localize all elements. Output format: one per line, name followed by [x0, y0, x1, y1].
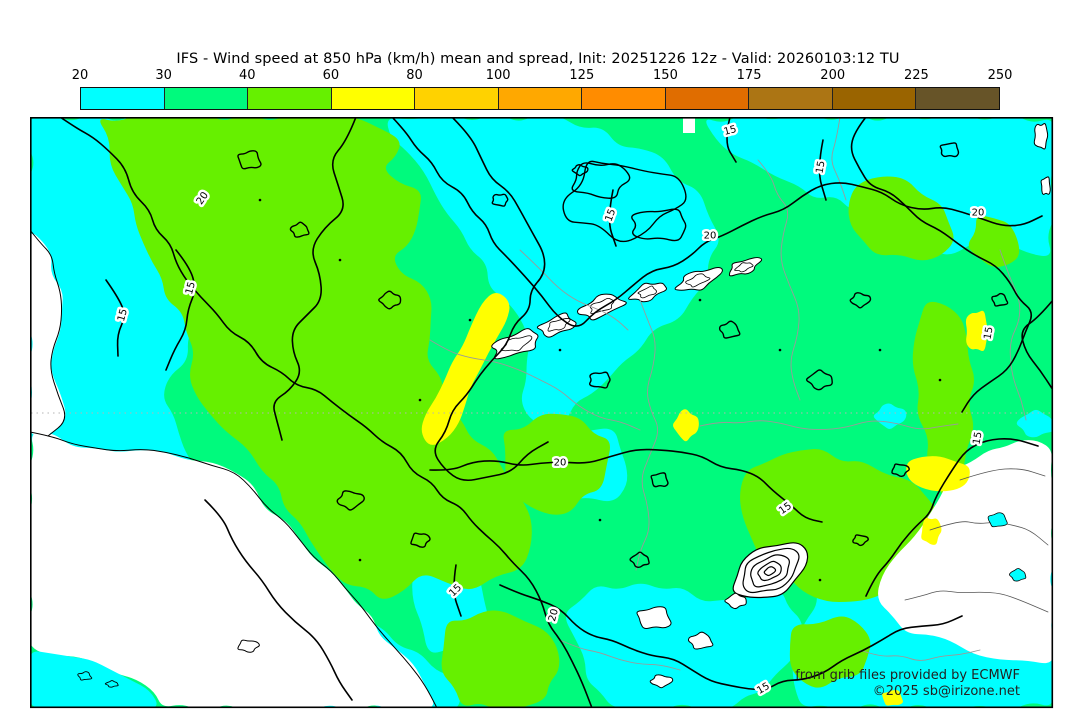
white-contour-clusters [237, 117, 1051, 689]
colorbar-segment [248, 88, 332, 109]
colorbar-tick-label: 80 [406, 68, 423, 83]
map-border [29, 117, 1054, 709]
colorbar-segment [665, 88, 750, 109]
colorbar-tick-label: 100 [485, 68, 511, 83]
contour-label: 15 [982, 326, 995, 340]
colorbar [80, 87, 1000, 110]
page-title: IFS - Wind speed at 850 hPa (km/h) mean … [176, 51, 900, 67]
white-low-regions [30, 233, 1053, 708]
fill-yellow-regions [421, 293, 988, 706]
country-borders [429, 117, 1027, 671]
map-attribution: from grib files provided by ECMWF ©2025 … [795, 668, 1020, 699]
colorbar-tick-label: 30 [155, 68, 172, 83]
spread-contours [59, 117, 1053, 708]
colorbar-tick-label: 150 [653, 68, 678, 83]
colorbar-segment [582, 88, 666, 109]
colorbar-tick-label: 125 [569, 68, 595, 83]
colorbar-segment [164, 88, 249, 109]
attribution-source: from grib files provided by ECMWF [795, 668, 1020, 683]
colorbar-segment [415, 88, 499, 109]
colorbar-tick-label: 60 [322, 68, 340, 83]
contour-label: 15 [814, 160, 827, 174]
contour-label: 15 [971, 431, 984, 445]
colorbar-segment [498, 88, 583, 109]
colorbar-segment [916, 88, 1000, 109]
colorbar-tick-label: 250 [987, 68, 1013, 83]
contour-label: 20 [554, 458, 567, 469]
colorbar-tick-label: 40 [238, 68, 256, 83]
colorbar-segment [331, 88, 416, 109]
colorbar-segment [81, 88, 165, 109]
coastlines [30, 229, 438, 708]
colorbar-tick-label: 225 [903, 68, 929, 83]
colorbar-segment [832, 88, 917, 109]
contour-label: 20 [972, 208, 985, 219]
colorbar-tick-label: 200 [820, 68, 846, 83]
contour-label: 20 [704, 231, 717, 242]
colorbar-tick-label: 20 [71, 68, 89, 83]
colorbar-segment [749, 88, 833, 109]
colorbar-tick-label: 175 [736, 68, 762, 83]
attribution-copyright: ©2025 sb@irizone.net [872, 683, 1020, 699]
colorbar-ticks: 20 30 40 60 80 100 125 150 175 200 225 250 [0, 68, 1080, 84]
